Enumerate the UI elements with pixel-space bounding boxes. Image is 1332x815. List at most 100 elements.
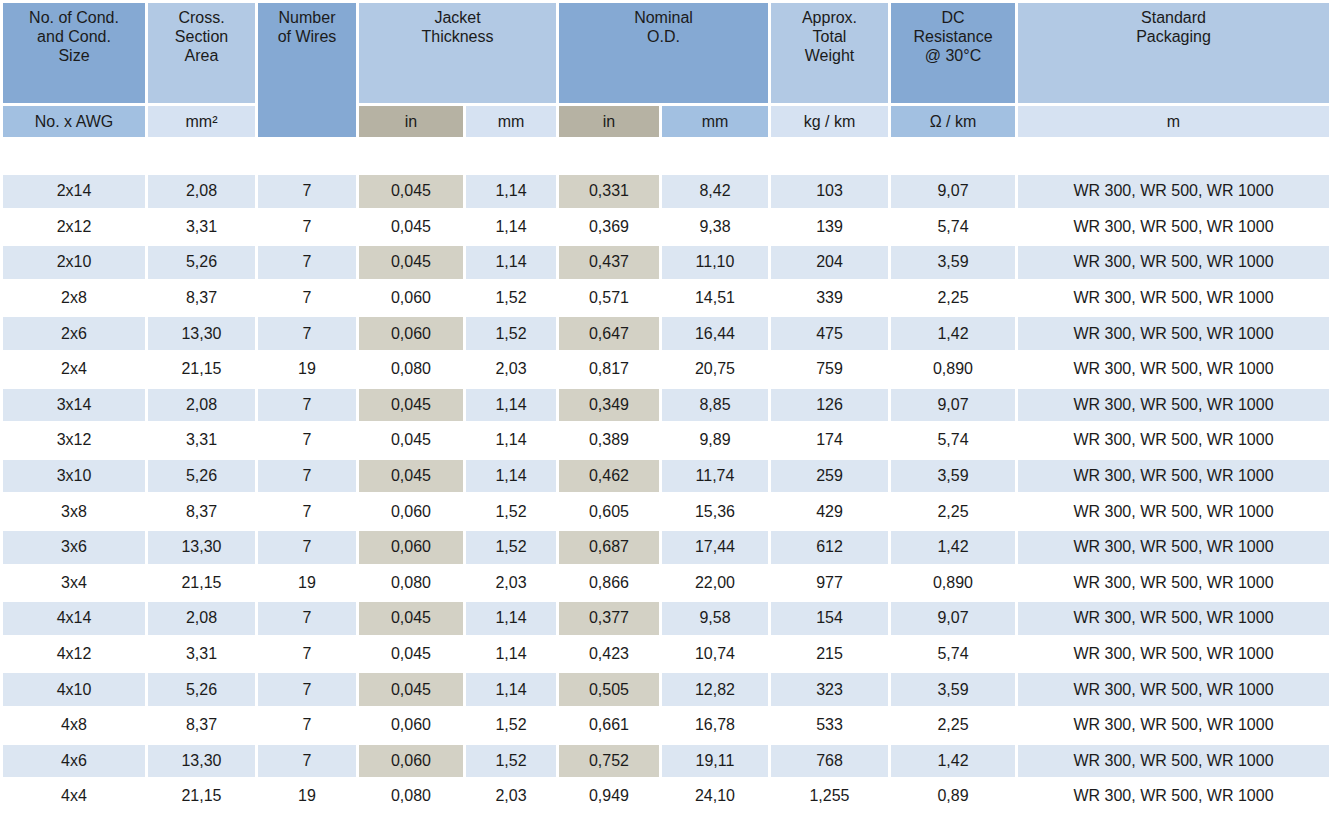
- cell-jacket-thickness-mm: 1,14: [466, 602, 556, 635]
- cell-dc-resistance: 9,07: [891, 175, 1015, 208]
- cell-standard-packaging: WR 300, WR 500, WR 1000: [1018, 353, 1329, 386]
- cell-nominal-od-mm: 9,58: [662, 602, 768, 635]
- cell-jacket-thickness-mm: 1,52: [466, 495, 556, 528]
- unit-cond-size: No. x AWG: [3, 106, 145, 137]
- header-row-groups: No. of Cond. and Cond. Size Cross. Secti…: [3, 3, 1329, 103]
- cell-approx-total-weight: 612: [771, 531, 888, 564]
- cell-standard-packaging: WR 300, WR 500, WR 1000: [1018, 424, 1329, 457]
- table-body: 2x142,0870,0451,140,3318,421039,07WR 300…: [3, 140, 1329, 815]
- cell-jacket-thickness-in: 0,045: [359, 673, 463, 706]
- cell-approx-total-weight: 323: [771, 673, 888, 706]
- cell-nominal-od-mm: 22,00: [662, 567, 768, 600]
- table-row: 2x613,3070,0601,520,64716,444751,42WR 30…: [3, 317, 1329, 350]
- table-row: 3x88,3770,0601,520,60515,364292,25WR 300…: [3, 495, 1329, 528]
- header-data-spacer: [3, 140, 1329, 172]
- cell-standard-packaging: WR 300, WR 500, WR 1000: [1018, 531, 1329, 564]
- cell-number-of-wires: 19: [258, 780, 356, 813]
- cell-approx-total-weight: 759: [771, 353, 888, 386]
- cell-jacket-thickness-in: 0,045: [359, 602, 463, 635]
- cell-nominal-od-mm: 8,42: [662, 175, 768, 208]
- cell-nominal-od-mm: 14,51: [662, 282, 768, 315]
- cell-cond-size: 4x6: [3, 745, 145, 778]
- unit-approx-total-weight: kg / km: [771, 106, 888, 137]
- cell-standard-packaging: WR 300, WR 500, WR 1000: [1018, 709, 1329, 742]
- cell-dc-resistance: 5,74: [891, 424, 1015, 457]
- cell-approx-total-weight: 204: [771, 246, 888, 279]
- cell-jacket-thickness-in: 0,080: [359, 780, 463, 813]
- unit-jacket-thickness-mm: mm: [466, 106, 556, 137]
- cell-jacket-thickness-in: 0,045: [359, 460, 463, 493]
- cell-dc-resistance: 2,25: [891, 709, 1015, 742]
- cell-jacket-thickness-mm: 2,03: [466, 353, 556, 386]
- cell-approx-total-weight: 768: [771, 745, 888, 778]
- cell-jacket-thickness-in: 0,045: [359, 638, 463, 671]
- cell-jacket-thickness-mm: 1,52: [466, 317, 556, 350]
- cell-cross-section-area: 2,08: [148, 389, 255, 422]
- table-row: 2x88,3770,0601,520,57114,513392,25WR 300…: [3, 282, 1329, 315]
- cell-cross-section-area: 21,15: [148, 567, 255, 600]
- cell-cond-size: 3x8: [3, 495, 145, 528]
- cell-jacket-thickness-mm: 1,52: [466, 745, 556, 778]
- cell-jacket-thickness-mm: 1,14: [466, 389, 556, 422]
- cell-approx-total-weight: 154: [771, 602, 888, 635]
- cell-nominal-od-in: 0,377: [559, 602, 659, 635]
- cell-nominal-od-in: 0,462: [559, 460, 659, 493]
- cell-cond-size: 3x12: [3, 424, 145, 457]
- cell-approx-total-weight: 1,255: [771, 780, 888, 813]
- col-group-standard-packaging: Standard Packaging: [1018, 3, 1329, 103]
- cell-nominal-od-in: 0,661: [559, 709, 659, 742]
- cell-nominal-od-mm: 10,74: [662, 638, 768, 671]
- cell-jacket-thickness-in: 0,045: [359, 175, 463, 208]
- cell-jacket-thickness-in: 0,080: [359, 353, 463, 386]
- cell-number-of-wires: 19: [258, 567, 356, 600]
- table-row: 4x613,3070,0601,520,75219,117681,42WR 30…: [3, 745, 1329, 778]
- cell-cond-size: 2x8: [3, 282, 145, 315]
- cell-cond-size: 3x6: [3, 531, 145, 564]
- table-row: 2x123,3170,0451,140,3699,381395,74WR 300…: [3, 211, 1329, 244]
- cell-cross-section-area: 13,30: [148, 317, 255, 350]
- col-group-dc-resistance: DC Resistance @ 30°C: [891, 3, 1015, 103]
- table-row: 4x88,3770,0601,520,66116,785332,25WR 300…: [3, 709, 1329, 742]
- cell-nominal-od-in: 0,331: [559, 175, 659, 208]
- cell-standard-packaging: WR 300, WR 500, WR 1000: [1018, 211, 1329, 244]
- cell-number-of-wires: 7: [258, 709, 356, 742]
- cell-standard-packaging: WR 300, WR 500, WR 1000: [1018, 745, 1329, 778]
- col-group-number-of-wires: Number of Wires: [258, 3, 356, 137]
- cell-nominal-od-mm: 12,82: [662, 673, 768, 706]
- col-group-jacket-thickness: Jacket Thickness: [359, 3, 556, 103]
- cell-nominal-od-in: 0,752: [559, 745, 659, 778]
- cell-jacket-thickness-mm: 1,14: [466, 175, 556, 208]
- cell-nominal-od-mm: 9,38: [662, 211, 768, 244]
- cable-spec-table: No. of Cond. and Cond. Size Cross. Secti…: [0, 0, 1332, 815]
- cell-jacket-thickness-mm: 1,14: [466, 246, 556, 279]
- table-row: 3x421,15190,0802,030,86622,009770,890WR …: [3, 567, 1329, 600]
- cell-jacket-thickness-mm: 1,14: [466, 673, 556, 706]
- cell-cond-size: 3x10: [3, 460, 145, 493]
- col-group-approx-total-weight: Approx. Total Weight: [771, 3, 888, 103]
- cell-approx-total-weight: 259: [771, 460, 888, 493]
- cell-nominal-od-mm: 16,78: [662, 709, 768, 742]
- cell-jacket-thickness-in: 0,045: [359, 389, 463, 422]
- cell-jacket-thickness-in: 0,060: [359, 709, 463, 742]
- cell-nominal-od-in: 0,349: [559, 389, 659, 422]
- col-group-nominal-od: Nominal O.D.: [559, 3, 768, 103]
- cell-nominal-od-in: 0,817: [559, 353, 659, 386]
- table-row: 4x105,2670,0451,140,50512,823233,59WR 30…: [3, 673, 1329, 706]
- table-row: 2x421,15190,0802,030,81720,757590,890WR …: [3, 353, 1329, 386]
- table-row: 3x613,3070,0601,520,68717,446121,42WR 30…: [3, 531, 1329, 564]
- cell-cross-section-area: 3,31: [148, 211, 255, 244]
- cell-nominal-od-in: 0,687: [559, 531, 659, 564]
- cell-nominal-od-in: 0,571: [559, 282, 659, 315]
- cell-jacket-thickness-in: 0,060: [359, 531, 463, 564]
- cell-jacket-thickness-in: 0,060: [359, 317, 463, 350]
- cell-dc-resistance: 2,25: [891, 282, 1015, 315]
- cell-dc-resistance: 0,89: [891, 780, 1015, 813]
- cell-cond-size: 3x14: [3, 389, 145, 422]
- cell-jacket-thickness-in: 0,080: [359, 567, 463, 600]
- cell-dc-resistance: 5,74: [891, 638, 1015, 671]
- cell-nominal-od-in: 0,389: [559, 424, 659, 457]
- table-row: 3x105,2670,0451,140,46211,742593,59WR 30…: [3, 460, 1329, 493]
- cell-cross-section-area: 5,26: [148, 460, 255, 493]
- cell-jacket-thickness-mm: 1,14: [466, 638, 556, 671]
- cell-jacket-thickness-mm: 1,52: [466, 531, 556, 564]
